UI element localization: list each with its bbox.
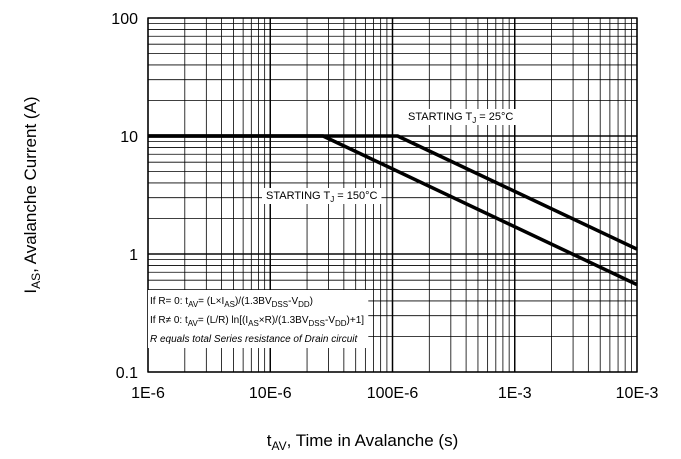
series-labels: STARTING TJ = 25°C STARTING TJ = 150°C xyxy=(262,109,518,204)
note-line: R equals total Series resistance of Drai… xyxy=(150,334,359,345)
x-tick-label: 1E-6 xyxy=(131,385,165,402)
series-label: STARTING TJ = 150°C xyxy=(266,190,377,204)
series-label-bg xyxy=(262,188,382,204)
note-line: If R≠ 0: tAV= (L/R) ln[(IAS×R)/(1.3BVDSS… xyxy=(150,315,364,328)
series-label-bg xyxy=(404,109,518,125)
notes-background xyxy=(148,290,369,348)
x-axis-title: tAV, Time in Avalanche (s) xyxy=(267,431,459,453)
series-line xyxy=(148,134,638,287)
note-line: If R= 0: tAV= (L×IAS)/(1.3BVDSS-VDD) xyxy=(150,296,313,309)
x-tick-label: 10E-6 xyxy=(249,385,292,402)
plot-frame xyxy=(147,17,638,373)
axis-titles: tAV, Time in Avalanche (s) IAS, Avalanche… xyxy=(21,96,458,453)
x-tick-label: 1E-3 xyxy=(498,385,532,402)
x-tick-label: 100E-6 xyxy=(367,385,419,402)
x-tick-label: 10E-3 xyxy=(616,385,659,402)
formula-notes: If R= 0: tAV= (L×IAS)/(1.3BVDSS-VDD) If R… xyxy=(148,290,369,348)
y-tick-label: 100 xyxy=(111,11,138,28)
y-axis-title: IAS, Avalanche Current (A) xyxy=(21,96,43,293)
y-tick-label: 0.1 xyxy=(116,365,138,382)
y-tick-label: 1 xyxy=(129,247,138,264)
tick-labels: 1E-6 10E-6 100E-6 1E-3 10E-3 0.1 1 10 100 xyxy=(111,11,658,402)
series-label: STARTING TJ = 25°C xyxy=(408,111,513,125)
y-tick-label: 10 xyxy=(120,129,138,146)
series-layer xyxy=(148,134,638,287)
